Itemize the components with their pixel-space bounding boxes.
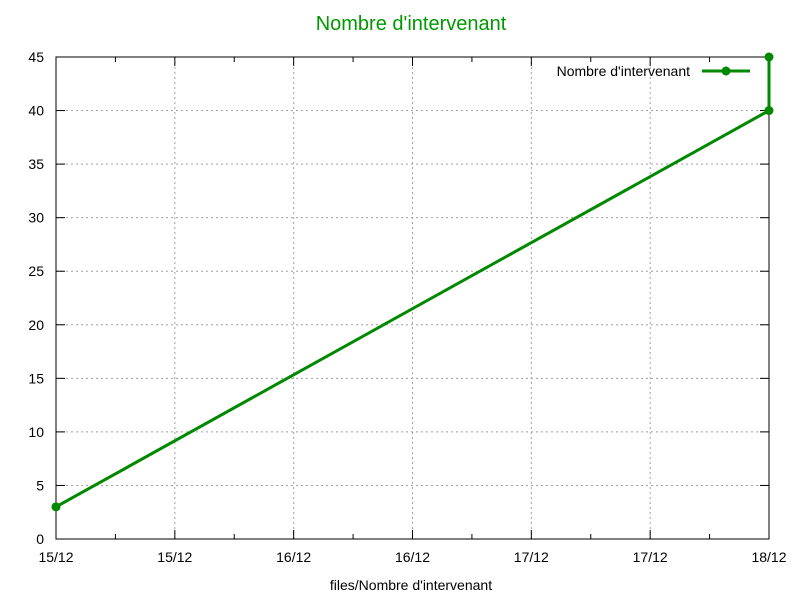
data-point [764, 52, 774, 62]
x-tick-label: 16/12 [395, 549, 430, 565]
x-tick-label: 16/12 [276, 549, 311, 565]
grid-lines [56, 57, 769, 539]
y-tick-label: 20 [28, 317, 44, 333]
legend-label: Nombre d'intervenant [557, 63, 691, 79]
y-tick-label: 30 [28, 210, 44, 226]
data-point [51, 502, 61, 512]
y-tick-label: 25 [28, 263, 44, 279]
x-tick-label: 17/12 [633, 549, 668, 565]
y-tick-label: 5 [36, 477, 44, 493]
y-tick-label: 35 [28, 156, 44, 172]
y-tick-label: 40 [28, 103, 44, 119]
x-axis-label: files/Nombre d'intervenant [330, 577, 492, 593]
axes: 0 5 10 15 20 25 30 35 40 45 15/12 15/12 16/12 16/12 17… [28, 49, 786, 565]
y-tick-label: 15 [28, 370, 44, 386]
chart-title: Nombre d'intervenant [316, 13, 507, 35]
series-line [55, 57, 771, 509]
y-tick-label: 0 [36, 531, 44, 547]
x-tick-label: 18/12 [751, 549, 786, 565]
series-layer [51, 52, 774, 512]
legend-marker [721, 66, 731, 76]
x-tick-label: 15/12 [157, 549, 192, 565]
x-tick-label: 17/12 [514, 549, 549, 565]
y-tick-label: 10 [28, 424, 44, 440]
data-point [764, 106, 774, 116]
x-tick-label: 15/12 [38, 549, 73, 565]
legend: Nombre d'intervenant [557, 63, 750, 79]
y-tick-label: 45 [28, 49, 44, 65]
